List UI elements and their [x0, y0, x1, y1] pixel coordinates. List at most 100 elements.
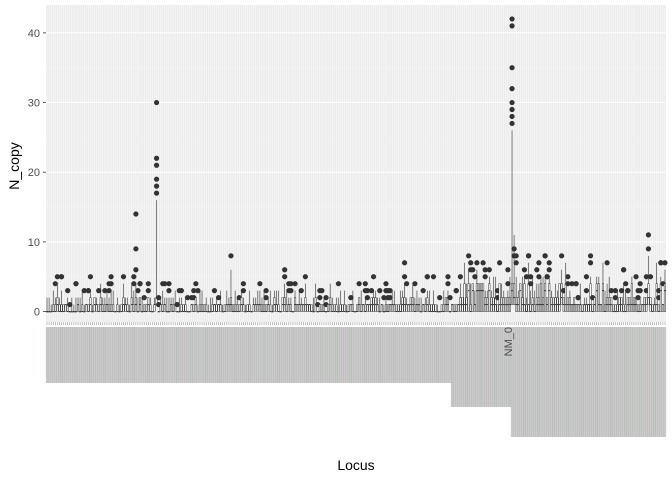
- box-body: [477, 283, 480, 312]
- box-body: [356, 304, 359, 312]
- x-tick-label-overlap: [630, 327, 634, 437]
- x-tick-label-overlap: [411, 327, 415, 383]
- x-tick-label-overlap: [651, 327, 654, 437]
- x-tick-label-overlap: [347, 327, 350, 383]
- outlier-point: [174, 301, 180, 308]
- x-tick-label-overlap: [508, 327, 512, 407]
- x-tick-label-overlap: [58, 327, 61, 383]
- grid-major: [46, 5, 666, 322]
- x-tick-label-overlap: [173, 327, 177, 383]
- x-tick-label-overlap: [122, 327, 125, 383]
- box-body: [105, 304, 108, 312]
- box-body: [558, 283, 561, 312]
- x-tick-label-overlap: [579, 327, 582, 437]
- x-tick-label-overlap: [116, 327, 119, 383]
- x-tick-label-overlap: [231, 327, 235, 383]
- box-body: [219, 304, 222, 312]
- x-tick-label-overlap: [372, 327, 375, 383]
- outlier-point: [153, 183, 160, 189]
- outlier-point: [536, 260, 542, 266]
- outlier-point: [546, 260, 552, 266]
- outlier-point: [525, 253, 532, 259]
- x-tick-label-overlap: [399, 327, 402, 383]
- x-tick-label-overlap: [165, 327, 169, 383]
- x-tick-label-overlap: [548, 327, 551, 437]
- box-body: [267, 304, 270, 312]
- x-tick-label-overlap: [275, 327, 278, 383]
- box-body: [277, 304, 280, 312]
- outlier-point: [73, 281, 79, 287]
- x-tick-label-overlap: [258, 327, 262, 383]
- outlier-point: [364, 295, 370, 301]
- x-tick-label-overlap: [238, 327, 241, 383]
- x-tick-label-overlap: [111, 327, 115, 383]
- outlier-point: [153, 99, 160, 106]
- box-body: [159, 304, 162, 312]
- outlier-point: [643, 274, 649, 280]
- x-tick-label-overlap: [523, 327, 526, 437]
- x-tick-label-overlap: [605, 327, 609, 437]
- box-body: [248, 304, 251, 312]
- outlier-point: [633, 274, 639, 280]
- box-body: [172, 304, 175, 312]
- x-tick-label-overlap: [376, 327, 379, 383]
- box-body: [170, 304, 173, 312]
- box-body: [539, 283, 542, 312]
- outlier-point: [348, 295, 354, 301]
- x-tick-label-overlap: [343, 327, 346, 383]
- box-body: [455, 304, 458, 312]
- box-body: [364, 304, 367, 312]
- outlier-point: [647, 274, 654, 280]
- box-body: [234, 304, 237, 312]
- outlier-point: [156, 295, 162, 301]
- outlier-point: [108, 274, 114, 280]
- outlier-point: [133, 246, 139, 252]
- x-tick-label-overlap: [246, 327, 249, 383]
- x-tick-label-overlap: [587, 327, 590, 437]
- x-tick-label-overlap: [618, 327, 621, 437]
- box-body: [213, 304, 216, 312]
- x-tick-label-overlap: [620, 327, 623, 437]
- x-tick-label-overlap: [421, 327, 425, 383]
- box-body: [223, 304, 226, 312]
- x-tick-label-overlap: [554, 327, 557, 437]
- x-tick-label-overlap: [180, 327, 183, 383]
- x-tick-label-overlap: [56, 327, 59, 383]
- outlier-point: [319, 288, 325, 294]
- box-body: [362, 304, 365, 312]
- box-body: [533, 304, 536, 312]
- box-body: [52, 304, 55, 312]
- x-tick-label-overlap: [539, 327, 543, 437]
- outlier-point: [131, 274, 137, 280]
- box-body: [463, 283, 466, 312]
- x-tick-label-overlap: [167, 327, 171, 383]
- x-tick-label-overlap: [364, 327, 367, 383]
- box-body: [203, 304, 206, 312]
- x-tick-label-overlap: [636, 327, 640, 437]
- x-tick-label-overlap: [527, 327, 530, 437]
- box-body: [296, 304, 299, 312]
- x-tick-label-overlap: [514, 327, 518, 437]
- x-tick-label-overlap: [83, 327, 86, 383]
- x-tick-label-overlap: [225, 327, 229, 383]
- x-tick-label-overlap: [504, 327, 508, 407]
- outlier-point: [282, 274, 288, 280]
- x-tick-label-overlap: [386, 327, 390, 383]
- outlier-point: [58, 274, 65, 280]
- x-tick-label-overlap: [213, 327, 216, 383]
- x-axis-title: Locus: [337, 457, 374, 473]
- x-tick-label-overlap: [120, 327, 123, 383]
- box-body: [54, 304, 57, 312]
- box-body: [217, 304, 220, 312]
- box-body: [440, 304, 443, 312]
- outlier-point: [377, 288, 383, 294]
- box-body: [308, 304, 311, 312]
- outlier-point: [528, 274, 534, 280]
- x-tick-label-overlap: [378, 327, 381, 383]
- box-body: [418, 304, 421, 312]
- x-tick-label-overlap: [552, 327, 555, 437]
- outlier-point: [559, 253, 565, 259]
- x-tick-label-overlap: [233, 327, 237, 383]
- x-tick-label-overlap: [444, 327, 448, 383]
- x-tick-label-overlap: [287, 327, 291, 383]
